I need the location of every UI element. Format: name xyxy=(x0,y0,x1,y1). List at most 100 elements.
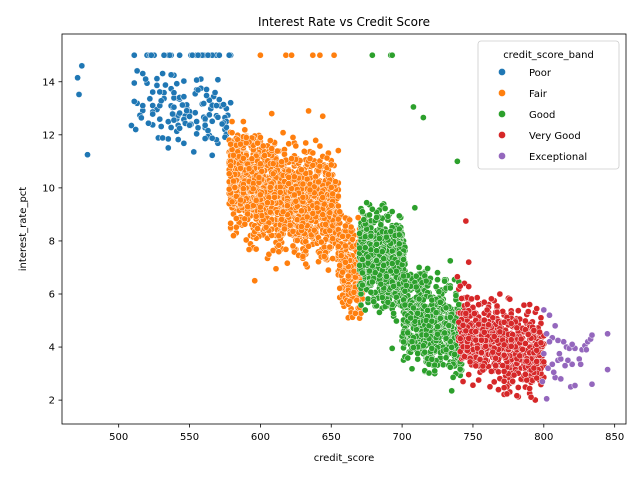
point-good xyxy=(378,248,386,255)
point-good xyxy=(364,295,372,303)
point-poor xyxy=(128,122,135,129)
point-poor xyxy=(206,111,213,119)
point-good xyxy=(446,284,454,292)
point-fair xyxy=(286,221,294,229)
point-good xyxy=(404,354,412,362)
point-very-good xyxy=(465,258,473,266)
point-fair xyxy=(349,235,356,243)
point-good xyxy=(364,253,372,261)
point-very-good xyxy=(533,305,541,313)
point-fair xyxy=(316,142,324,150)
point-poor xyxy=(130,98,138,105)
point-fair xyxy=(336,208,344,216)
point-poor xyxy=(164,118,172,125)
point-good xyxy=(404,329,412,337)
point-fair xyxy=(278,216,285,223)
point-fair xyxy=(334,202,342,210)
point-good xyxy=(384,212,392,220)
point-fair xyxy=(303,213,311,221)
point-exceptional xyxy=(604,366,611,373)
point-fair xyxy=(342,242,349,250)
point-fair xyxy=(327,161,335,169)
point-good xyxy=(376,309,383,316)
point-fair xyxy=(312,137,320,144)
point-fair xyxy=(285,180,293,187)
legend-label: Poor xyxy=(529,68,552,79)
point-poor xyxy=(190,148,198,156)
point-fair xyxy=(240,185,247,193)
x-tick-label: 600 xyxy=(251,432,270,443)
point-good xyxy=(390,310,397,317)
point-very-good xyxy=(500,384,508,391)
point-good xyxy=(380,255,388,262)
point-good xyxy=(388,247,396,255)
point-poor xyxy=(213,102,220,109)
point-poor xyxy=(130,51,138,59)
point-fair xyxy=(240,118,247,125)
point-fair xyxy=(278,158,285,166)
point-very-good xyxy=(506,295,514,303)
point-fair xyxy=(272,265,280,273)
point-good xyxy=(361,244,369,252)
point-fair xyxy=(241,220,249,228)
point-poor xyxy=(176,109,183,117)
point-exceptional xyxy=(577,360,585,368)
point-very-good xyxy=(489,348,497,356)
point-fair xyxy=(244,203,251,211)
point-good xyxy=(367,288,375,296)
point-poor xyxy=(186,113,193,120)
point-fair xyxy=(252,197,260,204)
point-fair xyxy=(293,216,301,224)
point-good xyxy=(449,374,457,381)
point-fair xyxy=(264,199,271,207)
point-fair xyxy=(327,184,335,191)
point-very-good xyxy=(462,327,470,335)
point-good xyxy=(424,265,431,272)
point-fair xyxy=(305,242,312,250)
point-good xyxy=(361,306,369,314)
point-good xyxy=(428,345,436,352)
point-good xyxy=(420,342,427,350)
legend-marker xyxy=(498,89,506,97)
point-fair xyxy=(334,147,342,154)
point-good xyxy=(367,232,375,240)
point-good xyxy=(441,329,448,337)
y-axis: 2 4 6 8 10 12 14 xyxy=(42,77,62,407)
point-poor xyxy=(162,81,169,89)
y-axis-label: interest_rate_pct xyxy=(18,187,29,272)
legend-marker xyxy=(498,152,506,160)
point-poor xyxy=(156,88,164,96)
point-poor xyxy=(167,71,175,79)
point-poor xyxy=(74,74,81,82)
point-very-good xyxy=(500,377,508,385)
point-good xyxy=(395,231,403,239)
point-very-good xyxy=(510,371,518,379)
point-very-good xyxy=(465,371,473,378)
point-poor xyxy=(170,116,178,124)
point-fair xyxy=(268,145,276,152)
point-poor xyxy=(164,135,172,143)
point-good xyxy=(446,363,454,371)
point-fair xyxy=(309,51,317,59)
point-very-good xyxy=(513,324,521,332)
point-very-good xyxy=(465,283,473,290)
point-fair xyxy=(266,137,274,144)
x-tick-label: 750 xyxy=(463,432,482,443)
point-fair xyxy=(230,232,237,239)
point-good xyxy=(367,246,375,254)
point-fair xyxy=(334,243,342,250)
point-fair xyxy=(275,232,283,240)
point-fair xyxy=(237,196,244,204)
point-poor xyxy=(138,114,145,122)
point-good xyxy=(380,262,388,269)
point-exceptional xyxy=(543,395,550,403)
point-very-good xyxy=(517,335,525,343)
point-good xyxy=(434,269,441,276)
point-poor xyxy=(193,118,200,125)
point-very-good xyxy=(488,295,495,303)
point-fair xyxy=(350,267,358,275)
point-fair xyxy=(292,142,300,150)
point-good xyxy=(445,322,453,329)
point-good xyxy=(410,103,417,111)
point-fair xyxy=(330,51,338,59)
